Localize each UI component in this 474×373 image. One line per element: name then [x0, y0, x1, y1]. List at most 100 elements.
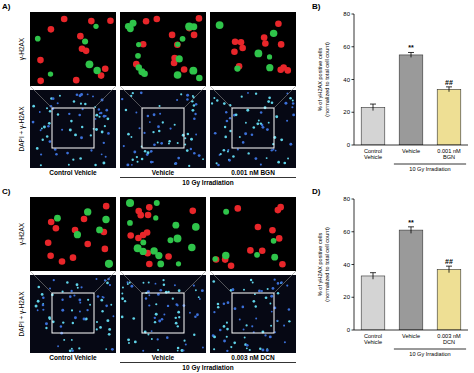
- cell-dot: [184, 137, 186, 139]
- cell-dot: [41, 293, 44, 296]
- cell-dot: [202, 158, 204, 160]
- nucleus-dot: [234, 205, 241, 212]
- y-tick-label: 80: [343, 11, 350, 17]
- cell-dot: [288, 320, 290, 322]
- cell-dot: [260, 111, 263, 114]
- cell-dot: [40, 164, 42, 166]
- cell-dot: [95, 114, 98, 117]
- foci-dot: [172, 222, 179, 229]
- cell-dot: [95, 128, 98, 131]
- cell-dot: [247, 92, 249, 94]
- zoom-line: [30, 86, 52, 108]
- cell-dot: [264, 334, 266, 336]
- cell-dot: [195, 289, 197, 291]
- cell-dot: [78, 347, 80, 349]
- cell-dot: [288, 308, 291, 311]
- nucleus-dot: [70, 254, 77, 261]
- group-label: 10 Gy Irradiation: [182, 364, 233, 372]
- cell-dot: [226, 350, 228, 352]
- foci-dot: [174, 71, 182, 79]
- cell-dot: [80, 93, 83, 96]
- cell-dot: [280, 282, 282, 284]
- cell-dot: [174, 124, 176, 126]
- cell-dot: [227, 151, 229, 153]
- cell-dot: [52, 97, 55, 100]
- significance: ##: [445, 258, 453, 265]
- cell-dot: [130, 136, 132, 138]
- cell-dot: [246, 347, 248, 349]
- zoom-line: [120, 86, 142, 108]
- cell-dot: [45, 322, 48, 325]
- nucleus-dot: [191, 32, 198, 39]
- cell-dot: [55, 153, 58, 156]
- nucleus-dot: [174, 41, 181, 48]
- micrograph: [210, 90, 296, 168]
- cell-dot: [68, 164, 70, 166]
- cell-dot: [202, 347, 204, 349]
- cell-dot: [103, 142, 105, 144]
- nucleus-dot: [146, 204, 153, 211]
- cell-dot: [175, 317, 177, 319]
- y-tick: [352, 145, 355, 146]
- cell-dot: [155, 283, 157, 285]
- significance: **: [408, 219, 414, 226]
- micrograph: [210, 275, 296, 353]
- cell-dot: [242, 306, 245, 309]
- cell-dot: [226, 328, 229, 331]
- cell-dot: [62, 291, 64, 293]
- foci-dot: [175, 42, 180, 47]
- nucleus-dot: [213, 256, 220, 263]
- cell-dot: [153, 143, 156, 146]
- cell-dot: [159, 113, 161, 115]
- cell-dot: [168, 143, 170, 145]
- error-cap: [446, 266, 452, 267]
- panel-label: B): [312, 2, 321, 11]
- nucleus-dot: [102, 246, 109, 253]
- y-tick-label: 60: [343, 229, 350, 235]
- cell-dot: [292, 102, 295, 105]
- cell-dot: [269, 335, 272, 338]
- cell-dot: [111, 348, 114, 351]
- foci-dot: [105, 260, 113, 268]
- bar: [399, 230, 423, 330]
- cell-dot: [266, 157, 268, 159]
- cell-dot: [98, 116, 100, 118]
- cell-dot: [275, 150, 277, 152]
- cell-dot: [284, 102, 287, 105]
- cell-dot: [217, 164, 220, 167]
- foci-dot: [180, 36, 186, 42]
- nucleus-dot: [53, 225, 60, 232]
- y-tick: [352, 199, 355, 200]
- foci-dot: [54, 215, 61, 222]
- cell-dot: [40, 129, 42, 131]
- y-axis-label: (normalized to total cell count): [324, 227, 330, 302]
- column-label: Vehicle: [152, 169, 175, 176]
- cell-dot: [49, 110, 52, 113]
- zoom-line: [274, 86, 296, 108]
- cell-dot: [81, 126, 83, 128]
- cell-dot: [267, 100, 270, 103]
- y-axis-label: (normalized to total cell count): [324, 42, 330, 117]
- cell-dot: [292, 99, 294, 101]
- cell-dot: [137, 161, 139, 163]
- nucleus-dot: [247, 247, 254, 254]
- foci-dot: [138, 68, 145, 75]
- cell-dot: [69, 295, 72, 298]
- cell-dot: [174, 284, 176, 286]
- cell-dot: [245, 122, 247, 124]
- cell-dot: [186, 94, 189, 97]
- foci-dot: [134, 244, 142, 252]
- cell-dot: [32, 105, 35, 108]
- cell-dot: [72, 159, 74, 161]
- cell-dot: [101, 153, 103, 155]
- cell-dot: [228, 159, 231, 162]
- cell-dot: [291, 106, 293, 108]
- cell-dot: [233, 341, 236, 344]
- nucleus-dot: [154, 16, 161, 23]
- cell-dot: [42, 309, 44, 311]
- cell-dot: [193, 152, 196, 155]
- foci-dot: [153, 215, 158, 220]
- cell-dot: [103, 115, 106, 118]
- nucleus-dot: [239, 45, 246, 52]
- column-label: Control Vehicle: [49, 169, 97, 176]
